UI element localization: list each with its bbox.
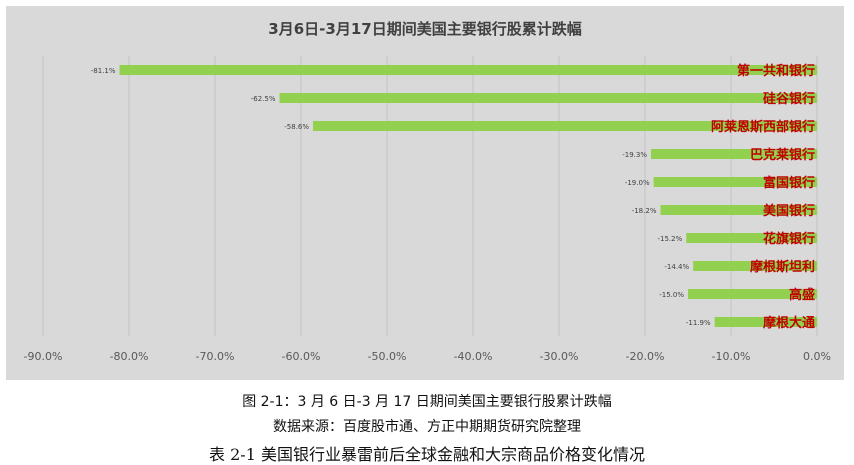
bar — [313, 121, 817, 131]
x-tick-label: -20.0% — [626, 350, 665, 363]
bar-chart: 3月6日-3月17日期间美国主要银行股累计跌幅 -81.1% 第一共和银行 -62.… — [24, 20, 831, 363]
data-label: -15.0% — [659, 291, 684, 299]
x-axis-ticks: -90.0% -80.0% -70.0% -60.0% -50.0% -40.0% -30.… — [24, 350, 831, 363]
bar — [119, 65, 818, 75]
x-tick-label: -40.0% — [454, 350, 493, 363]
bar — [714, 317, 817, 327]
x-tick-label: -80.0% — [110, 350, 149, 363]
bars — [119, 65, 818, 327]
chart-panel: 3月6日-3月17日期间美国主要银行股累计跌幅 -81.1% 第一共和银行 -62.… — [6, 6, 844, 380]
x-tick-label: -10.0% — [712, 350, 751, 363]
bar — [651, 149, 817, 159]
data-label: -11.9% — [686, 319, 711, 327]
data-label: -81.1% — [91, 67, 116, 75]
data-label: -58.6% — [284, 123, 309, 131]
chart-title: 3月6日-3月17日期间美国主要银行股累计跌幅 — [268, 20, 581, 38]
data-label: -62.5% — [251, 95, 276, 103]
table-caption: 表 2-1 美国银行业暴雷前后全球金融和大宗商品价格变化情况 — [209, 445, 645, 464]
x-tick-label: 0.0% — [803, 350, 831, 363]
category-label: 阿莱恩斯西部银行 — [711, 119, 815, 135]
data-label: -18.2% — [632, 207, 657, 215]
bar — [660, 205, 817, 215]
category-label: 硅谷银行 — [763, 91, 815, 107]
category-label: 花旗银行 — [763, 231, 815, 247]
bar — [693, 261, 817, 271]
x-tick-label: -90.0% — [24, 350, 63, 363]
x-tick-label: -30.0% — [540, 350, 579, 363]
figure-caption: 图 2-1：3 月 6 日-3 月 17 日期间美国主要银行股累计跌幅 — [242, 394, 612, 410]
bar — [279, 93, 817, 103]
category-label: 美国银行 — [763, 203, 815, 219]
bar — [686, 233, 817, 243]
bar — [653, 177, 817, 187]
category-label: 摩根斯坦利 — [750, 259, 815, 275]
data-label: -15.2% — [658, 235, 683, 243]
data-label: -19.3% — [622, 151, 647, 159]
category-label: 摩根大通 — [763, 315, 815, 331]
category-label: 富国银行 — [763, 175, 815, 191]
x-tick-label: -60.0% — [282, 350, 321, 363]
x-tick-label: -50.0% — [368, 350, 407, 363]
category-label: 巴克莱银行 — [750, 147, 815, 163]
category-label: 第一共和银行 — [737, 63, 815, 79]
x-tick-label: -70.0% — [196, 350, 235, 363]
source-note: 数据来源：百度股市通、方正中期期货研究院整理 — [273, 419, 581, 435]
category-label: 高盛 — [789, 287, 815, 303]
labels: -81.1% 第一共和银行 -62.5% 硅谷银行 -58.6% 阿莱恩斯西部银行 -19.… — [91, 63, 815, 331]
data-label: -14.4% — [664, 263, 689, 271]
bar — [688, 289, 817, 299]
data-label: -19.0% — [625, 179, 650, 187]
